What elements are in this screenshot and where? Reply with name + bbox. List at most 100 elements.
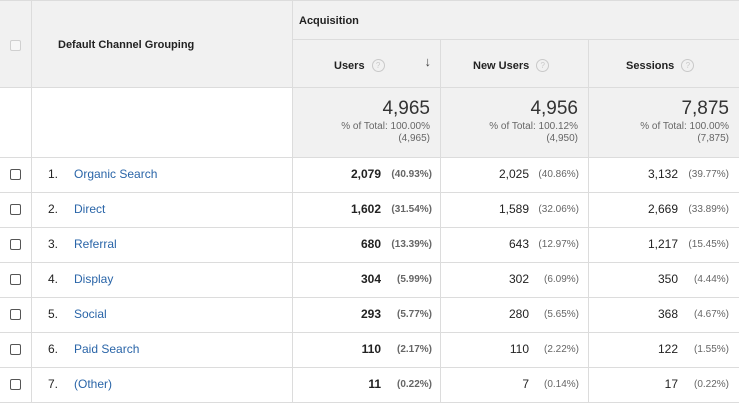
row-dimension-cell: 5. Social [32, 298, 293, 333]
dimension-header-cell[interactable]: Default Channel Grouping [32, 0, 293, 88]
row-checkbox[interactable] [10, 204, 21, 215]
row-checkbox[interactable] [10, 344, 21, 355]
totals-label-cell [32, 88, 293, 158]
sessions-column-header[interactable]: Sessions? [589, 40, 739, 88]
sort-descending-icon[interactable]: ↓ [424, 54, 432, 69]
sessions-value: 368 [657, 307, 678, 321]
totals-new-users-percent: % of Total: 100.12% (4,950) [489, 121, 578, 144]
row-checkbox-cell [0, 368, 32, 403]
row-index: 4. [48, 272, 59, 286]
channel-link[interactable]: Paid Search [74, 342, 140, 356]
row-checkbox-cell [0, 193, 32, 228]
row-checkbox-cell [0, 298, 32, 333]
users-cell: 110 (2.17%) [293, 333, 441, 368]
sessions-help-icon[interactable]: ? [681, 59, 695, 72]
users-help-icon[interactable]: ? [371, 59, 385, 72]
new-users-percent: (40.86%) [538, 169, 579, 180]
users-value: 110 [361, 342, 381, 356]
users-cell: 11 (0.22%) [293, 368, 441, 403]
users-value: 293 [360, 307, 381, 321]
channel-link[interactable]: Referral [74, 237, 117, 251]
row-index: 6. [48, 342, 59, 356]
sessions-cell: 17 (0.22%) [589, 368, 739, 403]
row-checkbox[interactable] [10, 274, 21, 285]
users-percent: (5.77%) [396, 309, 432, 320]
sessions-value: 1,217 [647, 237, 678, 251]
users-value: 2,079 [350, 167, 381, 181]
acquisition-group-label: Acquisition [299, 15, 359, 27]
users-cell: 1,602 (31.54%) [293, 193, 441, 228]
table-row: 5. Social 293 (5.77%) 280 (5.65%) 368 (4.67%) [0, 298, 739, 333]
users-column-label: Users? [334, 59, 385, 72]
channel-link[interactable]: Organic Search [74, 167, 158, 181]
sessions-cell: 122 (1.55%) [589, 333, 739, 368]
channel-link[interactable]: Social [74, 307, 107, 321]
table-row: 4. Display 304 (5.99%) 302 (6.09%) 350 (4.44%) [0, 263, 739, 298]
new-users-cell: 2,025 (40.86%) [441, 158, 589, 193]
users-value: 304 [360, 272, 381, 286]
sessions-percent: (4.44%) [693, 274, 729, 285]
sessions-value: 350 [657, 272, 678, 286]
new-users-column-header[interactable]: New Users? [441, 40, 589, 88]
sessions-percent: (33.89%) [688, 204, 729, 215]
sessions-cell: 350 (4.44%) [589, 263, 739, 298]
new-users-percent: (6.09%) [543, 274, 579, 285]
row-checkbox-cell [0, 158, 32, 193]
sessions-cell: 2,669 (33.89%) [589, 193, 739, 228]
table-row: 3. Referral 680 (13.39%) 643 (12.97%) 1,217 (15… [0, 228, 739, 263]
new-users-cell: 280 (5.65%) [441, 298, 589, 333]
users-cell: 680 (13.39%) [293, 228, 441, 263]
row-checkbox[interactable] [10, 169, 21, 180]
row-checkbox-cell [0, 333, 32, 368]
row-checkbox-cell [0, 228, 32, 263]
row-checkbox[interactable] [10, 309, 21, 320]
table-row: 1. Organic Search 2,079 (40.93%) 2,025 (40.86… [0, 158, 739, 193]
new-users-cell: 7 (0.14%) [441, 368, 589, 403]
row-checkbox[interactable] [10, 379, 21, 390]
channel-link[interactable]: (Other) [74, 377, 113, 391]
users-value: 11 [368, 377, 381, 391]
new-users-value: 110 [509, 342, 529, 356]
new-users-value: 302 [508, 272, 529, 286]
new-users-percent: (5.65%) [543, 309, 579, 320]
totals-sessions-percent: % of Total: 100.00% (7,875) [640, 121, 729, 144]
users-column-header[interactable]: Users? ↓ [293, 40, 441, 88]
row-index: 2. [48, 202, 59, 216]
users-percent: (5.99%) [396, 274, 432, 285]
users-percent: (0.22%) [396, 379, 432, 390]
row-index: 1. [48, 167, 59, 181]
row-dimension-cell: 6. Paid Search [32, 333, 293, 368]
acquisition-group-header: Acquisition [293, 0, 739, 40]
sessions-column-label: Sessions? [626, 59, 695, 72]
sessions-value: 17 [664, 377, 678, 391]
row-index: 7. [48, 377, 59, 391]
row-dimension-cell: 4. Display [32, 263, 293, 298]
select-all-checkbox[interactable] [10, 40, 21, 51]
select-all-header-cell [0, 0, 32, 88]
users-percent: (2.17%) [396, 344, 432, 355]
row-dimension-cell: 7. (Other) [32, 368, 293, 403]
totals-new-users-value: 4,956 [530, 98, 578, 119]
users-percent: (40.93%) [391, 169, 432, 180]
new-users-value: 7 [522, 377, 529, 391]
users-percent: (31.54%) [391, 204, 432, 215]
sessions-value: 2,669 [647, 202, 678, 216]
sessions-value: 122 [657, 342, 678, 356]
channel-link[interactable]: Display [74, 272, 114, 286]
totals-new-users-cell: 4,956 % of Total: 100.12% (4,950) [441, 88, 589, 158]
row-checkbox[interactable] [10, 239, 21, 250]
sessions-cell: 1,217 (15.45%) [589, 228, 739, 263]
new-users-percent: (12.97%) [538, 239, 579, 250]
new-users-value: 2,025 [498, 167, 529, 181]
users-value: 680 [360, 237, 381, 251]
new-users-help-icon[interactable]: ? [536, 59, 550, 72]
row-dimension-cell: 3. Referral [32, 228, 293, 263]
sessions-value: 3,132 [647, 167, 678, 181]
new-users-cell: 302 (6.09%) [441, 263, 589, 298]
channel-link[interactable]: Direct [74, 202, 106, 216]
sessions-cell: 3,132 (39.77%) [589, 158, 739, 193]
new-users-cell: 110 (2.22%) [441, 333, 589, 368]
new-users-cell: 643 (12.97%) [441, 228, 589, 263]
sessions-percent: (15.45%) [688, 239, 729, 250]
